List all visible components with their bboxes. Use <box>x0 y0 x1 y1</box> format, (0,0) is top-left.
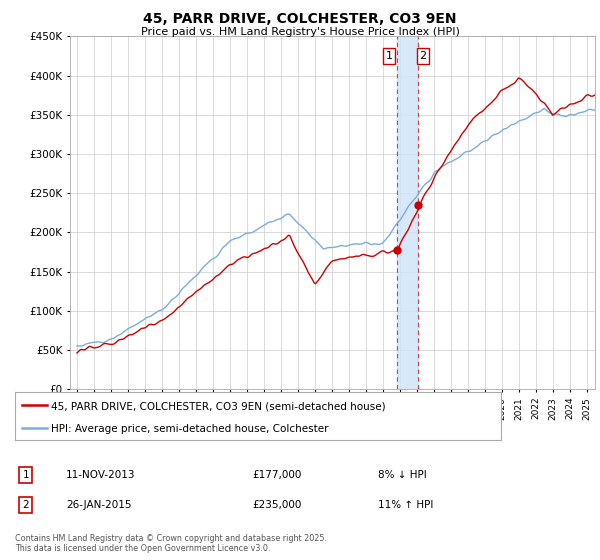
Text: £235,000: £235,000 <box>252 500 301 510</box>
Text: 11% ↑ HPI: 11% ↑ HPI <box>378 500 433 510</box>
Text: 8% ↓ HPI: 8% ↓ HPI <box>378 470 427 480</box>
Text: 45, PARR DRIVE, COLCHESTER, CO3 9EN: 45, PARR DRIVE, COLCHESTER, CO3 9EN <box>143 12 457 26</box>
Text: 11-NOV-2013: 11-NOV-2013 <box>66 470 136 480</box>
Text: £177,000: £177,000 <box>252 470 301 480</box>
Text: 2: 2 <box>22 500 29 510</box>
Text: Price paid vs. HM Land Registry's House Price Index (HPI): Price paid vs. HM Land Registry's House … <box>140 27 460 37</box>
Text: HPI: Average price, semi-detached house, Colchester: HPI: Average price, semi-detached house,… <box>52 424 329 433</box>
Bar <box>397 36 418 389</box>
Text: 26-JAN-2015: 26-JAN-2015 <box>66 500 131 510</box>
Text: Contains HM Land Registry data © Crown copyright and database right 2025.
This d: Contains HM Land Registry data © Crown c… <box>15 534 327 553</box>
Text: 1: 1 <box>385 51 392 61</box>
Text: 1: 1 <box>22 470 29 480</box>
Text: 2: 2 <box>419 51 427 61</box>
Text: 45, PARR DRIVE, COLCHESTER, CO3 9EN (semi-detached house): 45, PARR DRIVE, COLCHESTER, CO3 9EN (sem… <box>52 402 386 411</box>
